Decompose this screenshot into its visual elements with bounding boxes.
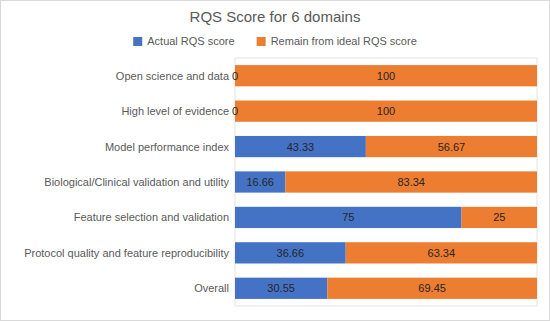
bar-segment xyxy=(462,207,538,228)
chart-container: RQS Score for 6 domains Actual RQS score R… xyxy=(0,0,550,321)
data-label: 25 xyxy=(493,211,505,223)
category-label: Biological/Clinical validation and utili… xyxy=(44,176,229,188)
bar-segment xyxy=(235,65,537,86)
data-label: 63.34 xyxy=(428,247,456,259)
data-label: 75 xyxy=(342,211,354,223)
chart-border xyxy=(1,1,550,321)
bar-segment xyxy=(366,136,537,157)
category-label: Overall xyxy=(194,282,229,294)
labels: Open science and data0100High level of e… xyxy=(24,70,505,295)
data-label: 83.34 xyxy=(397,176,425,188)
bar-segment xyxy=(235,242,346,263)
category-label: Open science and data xyxy=(116,70,230,82)
data-label: 56.67 xyxy=(438,141,466,153)
category-label: High level of evidence xyxy=(121,105,229,117)
bar-segment xyxy=(235,171,285,192)
category-label: Protocol quality and feature reproducibi… xyxy=(24,247,229,259)
legend: Actual RQS score Remain from ideal RQS sc… xyxy=(133,35,417,47)
bar-segment xyxy=(235,101,537,122)
data-label: 43.33 xyxy=(287,141,315,153)
bar-segment xyxy=(327,278,537,299)
data-label: 0 xyxy=(232,70,238,82)
bar-segment xyxy=(235,136,366,157)
data-label: 36.66 xyxy=(277,247,305,259)
data-label: 0 xyxy=(232,105,238,117)
data-label: 30.55 xyxy=(267,282,295,294)
category-label: Model performance index xyxy=(105,141,230,153)
data-label: 16.66 xyxy=(246,176,274,188)
bar-segment xyxy=(285,171,537,192)
bar-segment xyxy=(235,278,327,299)
data-label: 69.45 xyxy=(418,282,446,294)
legend-swatch xyxy=(133,37,142,46)
bar-segment xyxy=(346,242,537,263)
chart-title: RQS Score for 6 domains xyxy=(190,8,361,25)
bars xyxy=(235,65,537,299)
data-label: 100 xyxy=(377,105,395,117)
chart-svg: RQS Score for 6 domains Actual RQS score R… xyxy=(0,0,550,321)
data-label: 100 xyxy=(377,70,395,82)
legend-label: Remain from ideal RQS score xyxy=(271,35,417,47)
legend-swatch xyxy=(257,37,266,46)
category-label: Feature selection and validation xyxy=(74,211,229,223)
plot-frame xyxy=(235,58,537,306)
bar-segment xyxy=(235,207,462,228)
legend-label: Actual RQS score xyxy=(147,35,234,47)
